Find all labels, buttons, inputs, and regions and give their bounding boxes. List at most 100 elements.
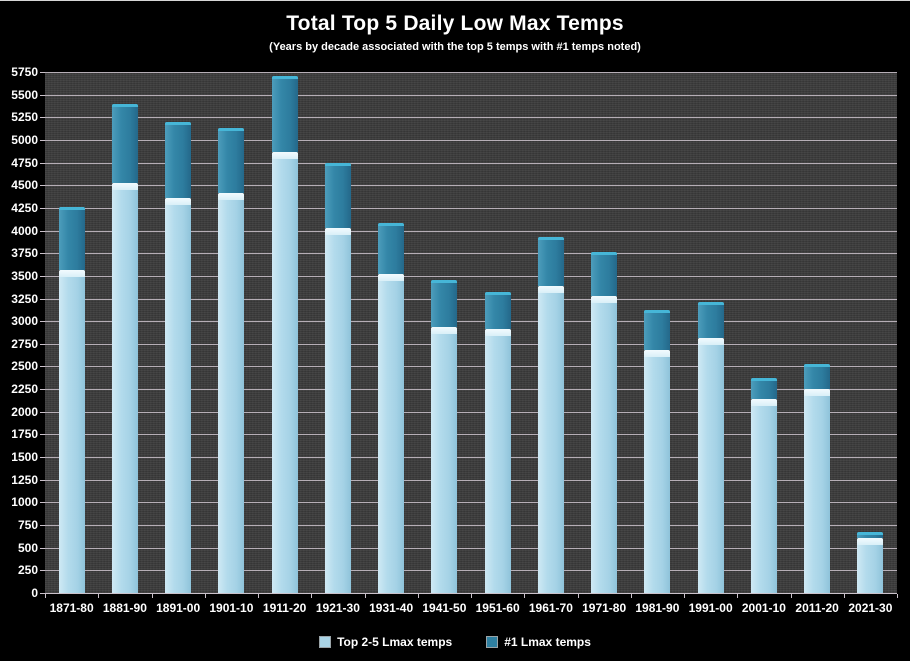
x-axis-tick — [577, 594, 579, 598]
y-axis-tick — [40, 570, 45, 572]
y-axis-label: 4000 — [11, 223, 38, 238]
bar-dark-cap — [804, 363, 831, 367]
bar-segment-top2-5-1921-30 — [324, 227, 351, 593]
x-axis-tick — [364, 594, 366, 598]
bar-segment-number1-1931-40 — [378, 223, 405, 275]
gridline — [45, 479, 897, 481]
gridline — [45, 434, 897, 436]
bar-segment-top2-5-1961-70 — [537, 285, 564, 593]
plot-area — [45, 72, 897, 593]
y-axis-tick — [40, 185, 45, 187]
gridline — [45, 570, 897, 572]
bar-light-cap — [165, 197, 192, 205]
x-axis-tick — [684, 594, 685, 598]
gridline — [45, 275, 897, 277]
y-axis-tick — [40, 275, 45, 277]
y-axis-label: 3000 — [11, 314, 38, 329]
gridline — [45, 389, 897, 391]
gridline — [45, 547, 897, 549]
y-axis-tick — [40, 253, 45, 255]
bar-segment-top2-5-1881-90 — [111, 182, 138, 593]
chart-legend: Top 2-5 Lmax temps #1 Lmax temps — [0, 633, 910, 651]
gridline — [45, 139, 897, 141]
y-axis-tick — [40, 502, 45, 504]
x-axis-tick — [790, 594, 792, 598]
gridline — [45, 230, 897, 232]
y-axis-tick — [40, 94, 45, 96]
x-axis-line — [45, 593, 897, 594]
y-axis-label: 0 — [31, 586, 38, 600]
chart-title: Total Top 5 Daily Low Max Temps — [286, 12, 624, 35]
gridline — [45, 185, 897, 187]
y-axis-tick — [40, 343, 45, 345]
gridline — [45, 117, 897, 119]
chart-subtitle: (Years by decade associated with the top… — [269, 41, 641, 53]
bar-dark-cap — [644, 310, 671, 314]
y-axis-tick — [40, 411, 45, 413]
bar-segment-number1-1981-90 — [644, 310, 671, 351]
x-axis-tick — [897, 594, 898, 598]
gridline — [45, 207, 897, 209]
y-axis-label: 1500 — [11, 450, 38, 465]
y-axis-tick — [40, 321, 45, 323]
y-axis-tick — [40, 207, 45, 209]
gridline — [45, 457, 897, 459]
bar-light-cap — [644, 350, 671, 358]
bar-segment-top2-5-2011-20 — [804, 389, 831, 593]
bar-segment-top2-5-2001-10 — [750, 399, 777, 593]
bar-segment-number1-1971-80 — [591, 252, 618, 296]
y-axis-tick — [40, 457, 45, 459]
bar-dark-cap — [218, 128, 245, 132]
y-axis-label: 1250 — [11, 472, 38, 487]
legend-label: Top 2-5 Lmax temps — [337, 635, 453, 649]
gridline — [45, 411, 897, 413]
gridline — [45, 321, 897, 323]
bar-dark-cap — [591, 252, 618, 256]
y-axis-tick — [40, 72, 45, 73]
y-axis-tick — [40, 547, 45, 549]
gridline — [45, 94, 897, 96]
gridline — [45, 366, 897, 368]
y-axis-label: 2250 — [11, 382, 38, 397]
bar-dark-cap — [750, 378, 777, 382]
x-axis-label: 2021-30 — [848, 601, 893, 615]
bar-segment-top2-5-1911-20 — [271, 151, 298, 593]
x-axis-tick — [524, 594, 526, 598]
x-axis-tick — [204, 594, 206, 598]
gridline — [45, 253, 897, 255]
legend-item-number1: #1 Lmax temps — [486, 635, 591, 649]
legend-label: #1 Lmax temps — [504, 635, 591, 649]
bar-segment-top2-5-1901-10 — [218, 192, 245, 593]
bar-segment-number1-1871-80 — [58, 207, 85, 271]
y-axis-tick — [40, 389, 45, 391]
x-axis-tick — [45, 594, 46, 598]
bar-segment-number1-1911-20 — [271, 75, 298, 152]
y-axis-label: 5000 — [11, 132, 38, 147]
x-axis-label: 2011-20 — [795, 601, 839, 615]
bar-dark-cap — [484, 292, 511, 296]
x-axis-tick — [151, 594, 153, 598]
x-axis-label: 1931-40 — [369, 601, 414, 615]
y-axis-tick — [40, 230, 45, 232]
bar-light-cap — [378, 274, 405, 282]
y-axis-label: 3250 — [11, 291, 38, 306]
x-axis-tick — [98, 594, 100, 598]
bar-segment-number1-2021-30 — [857, 532, 884, 538]
y-axis-label: 4250 — [11, 200, 38, 215]
bar-segment-number1-1891-00 — [165, 121, 192, 198]
bar-light-cap — [324, 227, 351, 235]
bar-light-cap — [591, 295, 618, 303]
bar-dark-cap — [697, 301, 724, 305]
x-axis-label: 1911-20 — [262, 601, 307, 615]
y-axis-tick — [40, 479, 45, 481]
legend-marker-icon — [486, 636, 499, 648]
bar-segment-number1-1921-30 — [324, 162, 351, 228]
bar-segment-top2-5-1971-80 — [591, 295, 618, 593]
bar-segment-top2-5-2021-30 — [857, 537, 884, 593]
x-axis-tick — [311, 594, 313, 598]
bar-segment-top2-5-1991-00 — [697, 338, 724, 593]
bar-dark-cap — [537, 236, 564, 240]
bar-segment-number1-1961-70 — [537, 236, 564, 286]
y-axis-label: 1750 — [11, 427, 38, 442]
